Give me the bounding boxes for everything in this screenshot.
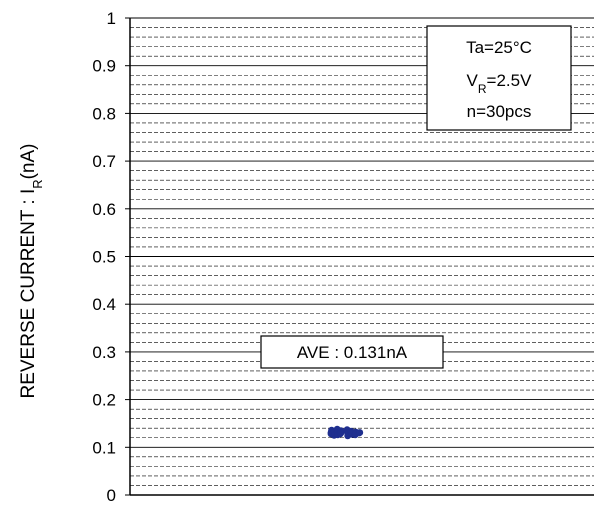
y-axis-label: REVERSE CURRENT : IR(nA) (18, 143, 45, 398)
y-tick-labels: 0 0.1 0.2 0.3 0.4 0.5 0.6 0.7 0.8 0.9 1 (92, 9, 130, 505)
y-tick-label: 0.6 (92, 200, 116, 219)
condition-voltage-symbol: V (467, 71, 479, 90)
y-tick-label: 0.9 (92, 57, 116, 76)
condition-voltage-subscript: R (478, 82, 487, 96)
conditions-box-border (426, 25, 572, 131)
condition-sample-count: n=30pcs (467, 102, 532, 121)
y-tick-label: 0.3 (92, 343, 116, 362)
y-axis-label-suffix: (nA) (18, 143, 39, 179)
conditions-box: Ta=25°C VR=2.5V n=30pcs (426, 25, 572, 131)
y-tick-label: 0.8 (92, 104, 116, 123)
svg-text:REVERSE CURRENT : IR(nA): REVERSE CURRENT : IR(nA) (18, 143, 45, 398)
y-tick-label: 1 (107, 9, 116, 28)
condition-voltage-value: =2.5V (487, 71, 533, 90)
average-box: AVE : 0.131nA (260, 335, 444, 369)
condition-voltage: VR=2.5V (467, 71, 533, 96)
y-tick-label: 0.7 (92, 152, 116, 171)
average-label: AVE : 0.131nA (297, 343, 408, 362)
data-points (327, 425, 364, 440)
y-tick-label: 0.2 (92, 391, 116, 410)
y-axis-label-prefix: REVERSE CURRENT : I (18, 189, 39, 399)
y-axis-label-subscript: R (30, 179, 45, 188)
condition-temperature: Ta=25°C (466, 38, 532, 57)
y-tick-label: 0.5 (92, 248, 116, 267)
data-point (337, 429, 345, 437)
y-tick-label: 0.4 (92, 295, 116, 314)
data-point (356, 429, 364, 436)
y-tick-label: 0.1 (92, 438, 116, 457)
average-box-border (260, 335, 444, 369)
y-tick-label: 0 (107, 486, 116, 505)
